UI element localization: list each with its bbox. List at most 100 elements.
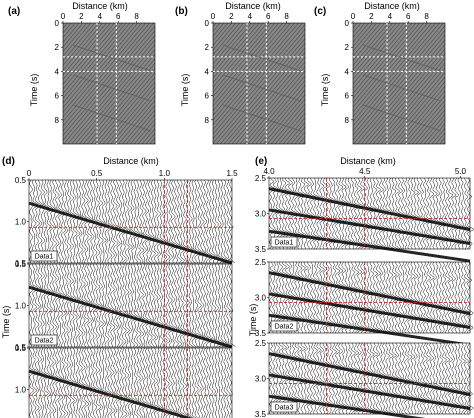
wiggle-trace — [344, 177, 352, 250]
wiggle-trace — [206, 263, 213, 348]
subplot-2: 0.5 1.0 1.5 Data2 — [15, 260, 236, 352]
wiggle-trace — [338, 261, 346, 334]
wiggle-trace — [139, 179, 145, 264]
wiggle-trace — [457, 177, 465, 250]
data-tag-label: Data1 — [35, 254, 54, 261]
wiggle-trace — [171, 347, 177, 418]
wiggle-trace — [52, 179, 58, 264]
y-tick-label: 0 — [205, 19, 210, 28]
wiggle-trace — [464, 177, 471, 250]
wiggle-trace — [81, 347, 88, 418]
wiggle-trace — [460, 177, 467, 250]
wiggle-trace — [369, 342, 377, 415]
wiggle-trace — [116, 180, 122, 264]
wiggle-trace — [58, 347, 64, 418]
wiggle-trace — [442, 261, 448, 334]
subplot-frame — [28, 179, 233, 264]
x-tick-label: 0 — [27, 169, 32, 178]
wiggle-trace — [174, 347, 180, 418]
wiggle-trace — [185, 263, 191, 348]
wiggle-trace — [460, 342, 468, 415]
wiggle-trace — [32, 347, 38, 418]
wiggle-trace — [197, 263, 203, 348]
wiggle-trace — [40, 347, 48, 418]
x-tick-label: 0 — [211, 12, 216, 21]
panel-c-xticks: 0 2 4 6 8 — [351, 12, 429, 23]
panel-d: (d) Distance (km) Time (s) 0 0.5 1.0 1.5 0.… — [1, 156, 238, 418]
wiggle-trace — [110, 179, 117, 264]
wiggle-trace — [78, 347, 85, 418]
wiggle-trace — [372, 342, 380, 415]
reflection-event — [268, 271, 471, 316]
wiggle-trace — [366, 261, 374, 334]
wiggle-trace — [156, 180, 163, 264]
panel-e: (e) Distance (km) Time (s) 4.0 4.5 5.0 2.5… — [248, 156, 474, 418]
x-tick-label: 0 — [61, 12, 66, 21]
wiggle-trace — [448, 342, 456, 415]
wiggle-trace — [113, 347, 119, 418]
wiggle-trace — [322, 177, 329, 250]
wiggle-trace — [413, 342, 419, 415]
x-tick-label: 4.0 — [263, 167, 275, 176]
wiggle-trace — [467, 261, 474, 334]
wiggle-trace — [194, 179, 201, 264]
wiggle-trace — [43, 347, 51, 418]
wiggle-trace — [209, 179, 216, 264]
wiggle-trace — [165, 179, 171, 264]
wiggle-trace — [35, 347, 40, 418]
wiggle-trace — [217, 347, 221, 418]
wiggle-trace — [341, 342, 349, 415]
wiggle-trace — [122, 347, 127, 418]
panel-d-xlabel: Distance (km) — [103, 156, 159, 166]
wiggle-trace — [341, 261, 349, 334]
y-tick-label: 1.0 — [15, 302, 27, 311]
wiggle-trace — [151, 347, 157, 418]
wiggle-trace — [376, 342, 383, 415]
wiggle-trace — [211, 179, 218, 264]
wiggle-trace — [32, 179, 39, 264]
wiggle-trace — [398, 342, 403, 415]
wiggle-trace — [104, 179, 110, 264]
reflection-event — [72, 44, 152, 72]
wiggle-trace — [29, 263, 35, 348]
wiggle-trace — [133, 179, 141, 264]
wiggle-trace — [52, 347, 59, 418]
data-tag-box — [270, 320, 298, 332]
wiggle-trace — [101, 347, 108, 418]
y-tick-label: 3.5 — [255, 410, 267, 418]
y-tick-label: 0.5 — [15, 176, 27, 185]
reflection-event — [222, 104, 302, 132]
wiggle-trace — [335, 342, 342, 415]
x-tick-label: 5.0 — [455, 167, 467, 176]
wiggle-trace — [350, 342, 358, 415]
wiggle-trace — [55, 347, 62, 418]
wiggle-trace — [209, 263, 215, 348]
wiggle-trace — [316, 177, 323, 250]
x-tick-label: 4 — [248, 12, 253, 21]
reflection-event — [268, 394, 426, 418]
wiggle-trace — [226, 347, 231, 418]
wiggle-trace — [438, 342, 446, 415]
reflection-event — [268, 373, 471, 410]
panel-a-image — [62, 22, 156, 145]
wiggle-trace — [49, 263, 55, 348]
wiggle-trace — [61, 263, 67, 348]
y-tick-label: 3.0 — [255, 294, 267, 303]
data-tag-label: Data2 — [275, 324, 294, 331]
wiggle-trace — [188, 263, 194, 348]
wiggle-trace — [75, 347, 81, 418]
y-tick-label: 4 — [205, 67, 210, 76]
y-tick-label: 0.5 — [15, 344, 27, 353]
wiggle-trace — [142, 347, 149, 418]
wiggle-trace — [107, 263, 114, 348]
wiggle-trace — [404, 177, 410, 250]
wiggle-trace — [101, 263, 107, 348]
wiggle-trace — [104, 263, 111, 348]
wiggle-trace — [217, 263, 225, 348]
wiggle-trace — [416, 342, 423, 415]
wiggle-trace — [151, 179, 156, 264]
wiggle-trace — [467, 342, 474, 415]
panel-c-ylabel: Time (s) — [320, 74, 330, 107]
wiggle-trace — [35, 263, 41, 348]
